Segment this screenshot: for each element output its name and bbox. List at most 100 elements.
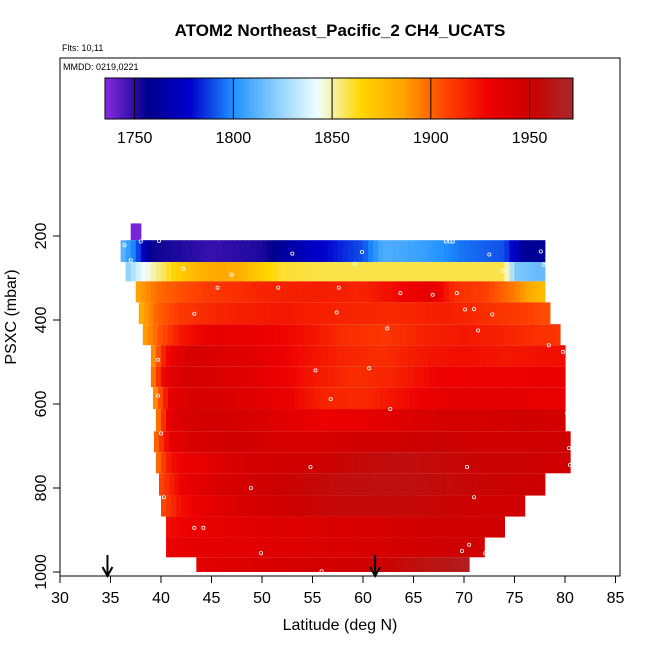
heatmap-cell xyxy=(176,262,182,282)
heatmap-cell xyxy=(524,452,531,474)
heatmap-cell xyxy=(484,345,490,367)
heatmap-cell xyxy=(489,240,495,263)
heatmap-cell xyxy=(477,302,483,325)
heatmap-cell xyxy=(262,452,268,474)
heatmap-cell xyxy=(453,240,460,263)
heatmap-cell xyxy=(544,409,551,432)
heatmap-cell xyxy=(529,262,536,282)
heatmap-cell xyxy=(516,387,523,410)
heatmap-cell xyxy=(373,516,379,538)
heatmap-cell xyxy=(302,516,309,538)
heatmap-cell xyxy=(307,537,314,558)
x-tick-label: 80 xyxy=(556,590,574,607)
heatmap-cell xyxy=(489,345,495,367)
heatmap-cell xyxy=(161,495,167,517)
heatmap-cell xyxy=(363,262,369,282)
heatmap-cell xyxy=(381,473,387,496)
heatmap-cell xyxy=(464,366,470,388)
heatmap-cell xyxy=(393,366,399,388)
heatmap-cell xyxy=(435,324,442,346)
heatmap-cell xyxy=(201,345,208,367)
heatmap-cell xyxy=(438,345,445,367)
heatmap-cell xyxy=(302,366,309,388)
heatmap-cell xyxy=(204,431,211,453)
heatmap-cell xyxy=(370,387,376,410)
x-tick-label: 35 xyxy=(102,590,120,607)
heatmap-cell xyxy=(216,281,223,303)
heatmap-cell xyxy=(428,495,435,517)
heatmap-cell xyxy=(166,409,172,432)
heatmap-cell xyxy=(246,557,253,572)
heatmap-cell xyxy=(423,452,430,474)
heatmap-cell xyxy=(431,431,438,453)
heatmap-cell xyxy=(332,262,339,282)
heatmap-cell xyxy=(292,537,298,558)
heatmap-cell xyxy=(453,409,460,432)
heatmap-cell xyxy=(474,409,480,432)
heatmap-cell xyxy=(425,387,432,410)
sample-point xyxy=(500,268,505,273)
heatmap-cell xyxy=(458,516,465,538)
heatmap-cell xyxy=(342,409,349,432)
heatmap-cell xyxy=(294,324,300,346)
heatmap-cell xyxy=(216,345,223,367)
heatmap-cell xyxy=(332,557,339,572)
heatmap-cell xyxy=(501,387,508,410)
heatmap-cell xyxy=(302,262,309,282)
heatmap-cell xyxy=(307,366,314,388)
y-tick-label: 400 xyxy=(33,307,50,334)
heatmap-cell xyxy=(499,345,505,367)
heatmap-cell xyxy=(522,431,529,453)
heatmap-cell xyxy=(254,473,261,496)
heatmap-cell xyxy=(388,452,394,474)
heatmap-cell xyxy=(259,473,266,496)
heatmap-cell xyxy=(295,431,301,453)
heatmap-cell xyxy=(398,240,404,263)
sample-point xyxy=(158,431,163,436)
heatmap-cell xyxy=(479,240,485,263)
heatmap-cell xyxy=(193,387,199,410)
sample-point xyxy=(459,549,464,554)
heatmap-cell xyxy=(312,262,319,282)
heatmap-cell xyxy=(216,557,223,572)
heatmap-cell xyxy=(204,302,211,325)
heatmap-cell xyxy=(386,473,392,496)
heatmap-cell xyxy=(216,537,223,558)
heatmap-cell xyxy=(438,240,445,263)
heatmap-cell xyxy=(241,366,248,388)
heatmap-cell xyxy=(489,281,495,303)
heatmap-cell xyxy=(342,495,349,517)
heatmap-cell xyxy=(211,537,218,558)
heatmap-cell xyxy=(443,345,450,367)
heatmap-cell xyxy=(378,557,384,572)
heatmap-cell xyxy=(448,366,455,388)
sample-point xyxy=(334,310,339,315)
heatmap-cell xyxy=(201,452,208,474)
heatmap-cell xyxy=(312,281,319,303)
heatmap-cell xyxy=(347,452,354,474)
heatmap-cell xyxy=(474,240,480,263)
heatmap-cell xyxy=(277,345,283,367)
heatmap-cell xyxy=(231,409,238,432)
heatmap-cell xyxy=(241,557,248,572)
heatmap-cell xyxy=(499,366,505,388)
heatmap-cell xyxy=(529,452,536,474)
heatmap-cell xyxy=(549,345,556,367)
heatmap-cell xyxy=(224,302,231,325)
heatmap-cell xyxy=(433,557,440,572)
heatmap-cell xyxy=(213,387,220,410)
heatmap-cell xyxy=(349,387,356,410)
heatmap-cell xyxy=(448,557,455,572)
heatmap-cell xyxy=(507,431,514,453)
heatmap-cell xyxy=(509,495,516,517)
heatmap-cell xyxy=(342,281,349,303)
heatmap-cell xyxy=(398,537,404,558)
heatmap-cell xyxy=(290,431,296,453)
heatmap-cell xyxy=(539,345,546,367)
heatmap-cell xyxy=(287,495,293,517)
heatmap-cell xyxy=(413,516,420,538)
heatmap-cell xyxy=(403,452,410,474)
heatmap-cell xyxy=(347,240,354,263)
heatmap-cell xyxy=(494,452,500,474)
sample-point xyxy=(138,239,143,244)
